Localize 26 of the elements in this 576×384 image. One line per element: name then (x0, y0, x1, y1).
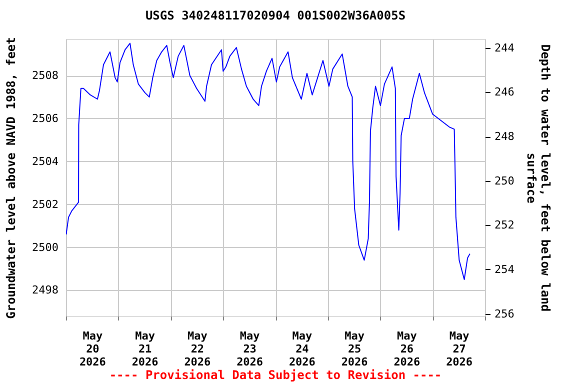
y-tick-label: 2508 (32, 69, 58, 82)
x-tick-label: May 27 2026 (446, 330, 473, 368)
y-tick-label: 2502 (32, 198, 58, 211)
x-tick-label: May 26 2026 (394, 330, 421, 368)
y2-tick-label: 250 (494, 174, 514, 188)
y-axis-title: Groundwater level above NAVD 1988, feet (4, 37, 18, 319)
y2-tick-label: 254 (494, 262, 515, 276)
y2-tick-label: 252 (494, 218, 514, 232)
line-series (66, 42, 470, 280)
text: ---- Provisional Data Subject to Revision ---- (109, 368, 442, 382)
y-tick-label: 2500 (32, 240, 58, 254)
y-tick-label: 2506 (32, 112, 58, 125)
y-tick-label: 2504 (32, 154, 59, 168)
chart-title: USGS 340248117020904 001S002W36A005S (145, 8, 406, 22)
x-tick-label: May 20 2026 (79, 330, 106, 368)
y-tick-label: 2498 (32, 284, 58, 297)
y2-tick-label: 244 (494, 41, 515, 54)
y2-tick-label: 256 (494, 307, 514, 320)
x-tick-label: May 24 2026 (288, 330, 316, 368)
x-tick-label: May 25 2026 (341, 330, 368, 368)
y2-tick-label: 246 (494, 86, 514, 99)
x-tick-label: May 22 2026 (184, 330, 212, 368)
y2-tick-label: 248 (494, 130, 514, 144)
x-tick-label: May 21 2026 (132, 330, 159, 368)
x-tick-label: May 23 2026 (236, 330, 264, 368)
y2-axis-title: Depth to water level, feet below land surface (524, 44, 552, 312)
